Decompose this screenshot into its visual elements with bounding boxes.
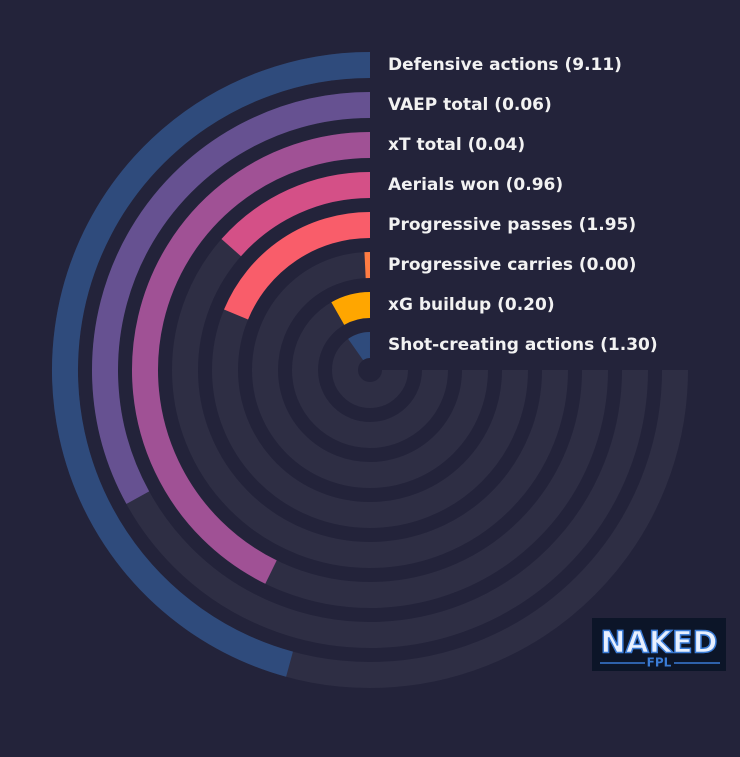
bar-label: Progressive passes (1.95) <box>388 215 636 235</box>
bar-label: VAEP total (0.06) <box>388 95 552 115</box>
track <box>292 292 448 448</box>
bar-label: Aerials won (0.96) <box>388 175 563 195</box>
bar <box>224 212 371 320</box>
logo-top: NAKED <box>601 626 718 661</box>
track <box>252 252 488 488</box>
logo-box <box>592 618 726 671</box>
bar <box>348 332 371 361</box>
bar-label: xG buildup (0.20) <box>388 295 555 315</box>
bar-label: Defensive actions (9.11) <box>388 55 622 75</box>
logo-bottom: FPL <box>647 656 672 670</box>
bar-label: Progressive carries (0.00) <box>388 255 636 275</box>
bar-label: xT total (0.04) <box>388 135 525 155</box>
track <box>332 332 408 408</box>
bar <box>221 172 371 257</box>
bar <box>132 132 371 584</box>
bar <box>331 292 371 326</box>
logo: NAKED FPL <box>592 618 726 671</box>
bar <box>52 52 371 677</box>
bar-label: Shot-creating actions (1.30) <box>388 335 658 355</box>
bar <box>92 92 371 504</box>
